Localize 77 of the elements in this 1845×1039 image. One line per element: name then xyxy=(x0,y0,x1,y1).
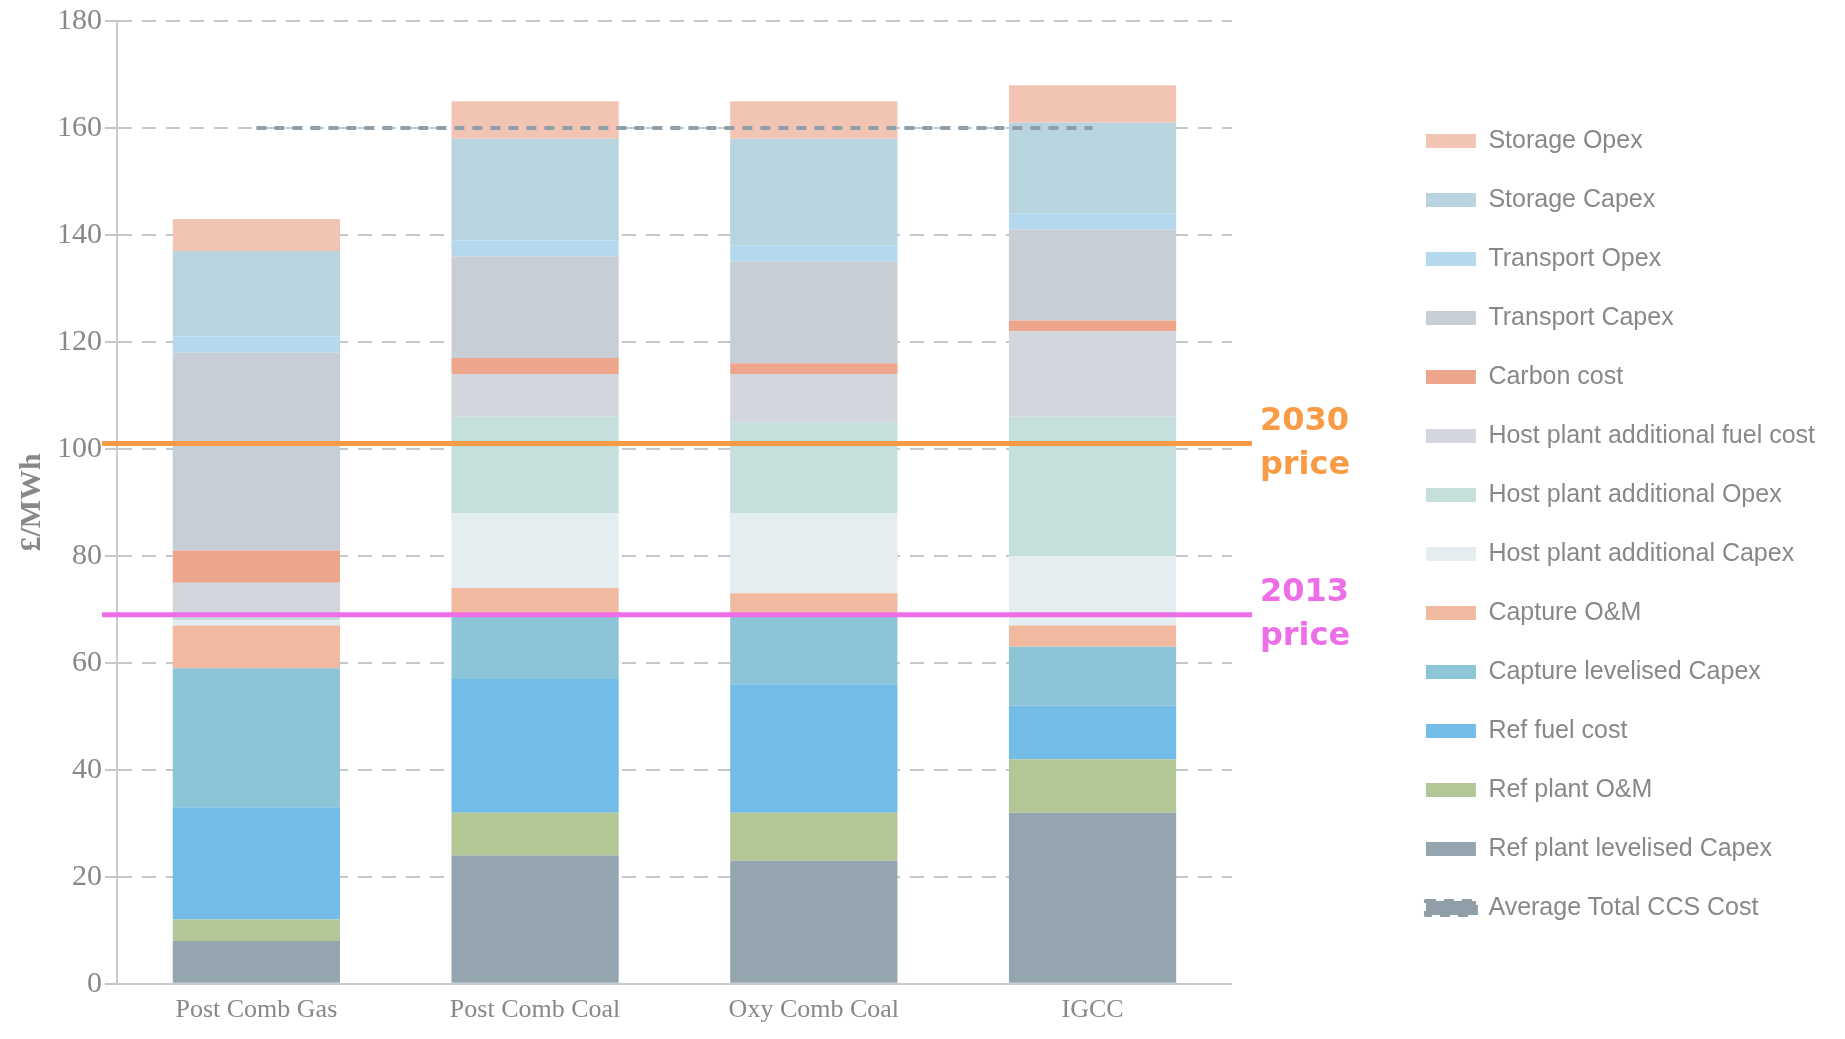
y-tick-label: 0 xyxy=(87,964,102,998)
bar xyxy=(172,336,340,353)
bar xyxy=(451,678,619,813)
y-axis-title: £/MWh xyxy=(12,452,46,552)
bar xyxy=(451,101,619,139)
bar xyxy=(1008,705,1177,760)
y-tick-label: 100 xyxy=(57,429,102,463)
bar xyxy=(451,138,619,241)
bar xyxy=(172,919,340,942)
bar xyxy=(172,218,340,251)
y-tick-label: 40 xyxy=(72,750,102,784)
legend-label: Storage Opex xyxy=(1488,124,1644,153)
legend-label: Ref fuel cost xyxy=(1488,714,1628,743)
bar xyxy=(172,625,340,669)
bar xyxy=(451,614,619,679)
bar xyxy=(1008,122,1177,214)
bar xyxy=(1008,416,1177,556)
bar xyxy=(451,812,619,856)
bar xyxy=(451,256,619,358)
bar xyxy=(1008,759,1177,813)
legend-label: Host plant additional fuel cost xyxy=(1488,419,1816,448)
y-tick-label: 60 xyxy=(72,643,102,677)
bar xyxy=(172,668,340,808)
bar xyxy=(730,812,898,861)
bar xyxy=(1008,213,1177,230)
bar xyxy=(730,422,898,514)
bar xyxy=(172,251,340,337)
x-tick-label: Oxy Comb Coal xyxy=(728,994,900,1024)
legend-label: Storage Capex xyxy=(1488,183,1656,212)
legend-label: Transport Opex xyxy=(1488,242,1662,271)
x-tick-label: Post Comb Coal xyxy=(449,994,621,1024)
bar xyxy=(1008,646,1177,706)
bar xyxy=(451,374,619,417)
bar xyxy=(1008,320,1177,332)
ref-line-label: 2030 price xyxy=(1259,399,1351,482)
bar xyxy=(172,582,340,615)
bar xyxy=(172,550,340,583)
legend-label: Capture O&M xyxy=(1488,596,1642,625)
legend-label: Ref plant O&M xyxy=(1488,773,1653,802)
bar xyxy=(451,357,619,375)
bar xyxy=(451,855,619,983)
y-tick-label: 160 xyxy=(57,108,102,142)
bar xyxy=(730,614,898,685)
bar xyxy=(1008,812,1177,983)
bar xyxy=(451,513,619,588)
bar xyxy=(730,363,898,375)
bar xyxy=(1008,85,1177,123)
legend-label: Capture levelised Capex xyxy=(1488,655,1762,684)
bar xyxy=(451,240,619,257)
bar xyxy=(451,416,619,514)
y-tick-label: 120 xyxy=(57,322,102,356)
bar xyxy=(1008,555,1177,626)
ref-line-label: 2013 price xyxy=(1259,571,1351,654)
bar xyxy=(1008,625,1177,647)
bar xyxy=(172,807,340,920)
bar xyxy=(730,684,898,813)
legend-label: Carbon cost xyxy=(1488,360,1624,389)
bar xyxy=(730,101,898,139)
x-tick-label: IGCC xyxy=(1061,994,1124,1024)
bar xyxy=(730,138,898,246)
bar xyxy=(730,860,898,983)
y-tick-label: 140 xyxy=(57,215,102,249)
y-tick-label: 20 xyxy=(72,857,102,891)
bar xyxy=(172,941,340,983)
bar xyxy=(730,245,898,262)
legend-label: Average Total CCS Cost xyxy=(1488,891,1759,920)
bar xyxy=(172,620,340,626)
y-tick-label: 180 xyxy=(57,1,102,35)
y-tick-label: 80 xyxy=(72,536,102,570)
legend-label: Transport Capex xyxy=(1488,301,1675,330)
legend-label: Ref plant levelised Capex xyxy=(1488,832,1773,861)
bar xyxy=(1008,331,1177,417)
bar xyxy=(730,374,898,423)
legend-label: Host plant additional Capex xyxy=(1488,537,1795,566)
bar xyxy=(730,513,898,594)
x-tick-label: Post Comb Gas xyxy=(175,994,338,1024)
legend-label: Host plant additional Opex xyxy=(1488,478,1783,507)
